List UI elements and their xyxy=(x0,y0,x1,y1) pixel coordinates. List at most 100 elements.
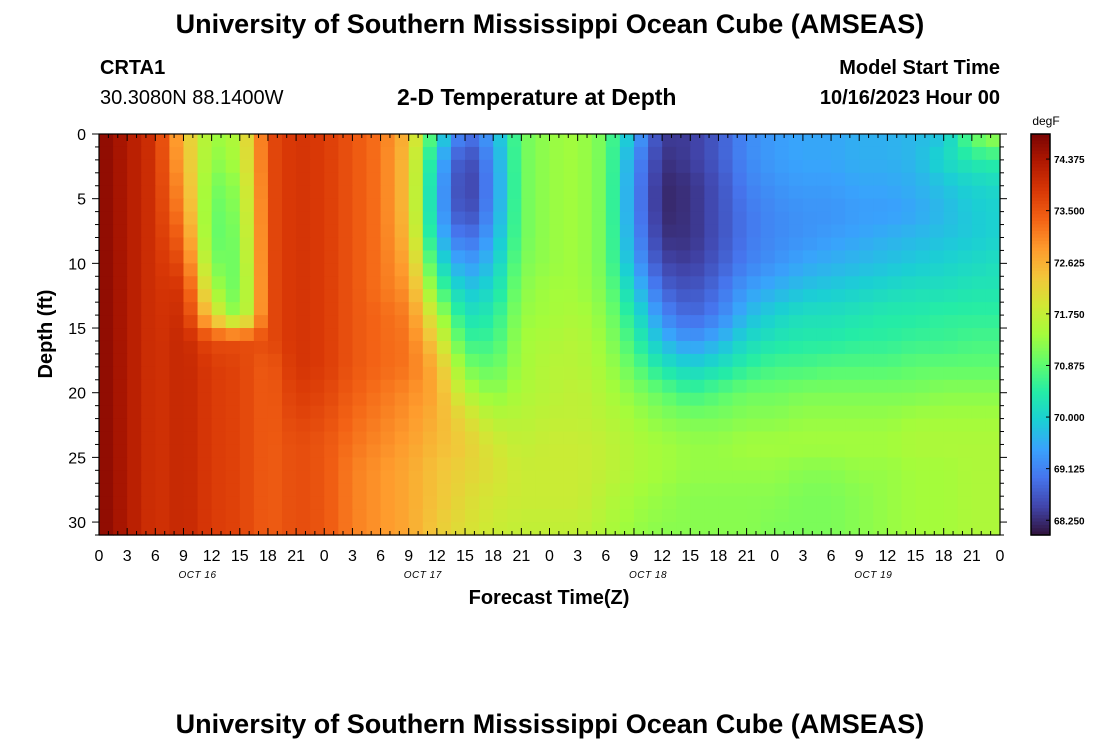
heatmap-cell xyxy=(465,250,480,264)
heatmap-cell xyxy=(380,328,396,342)
heatmap-cell xyxy=(732,263,748,277)
heatmap-cell xyxy=(985,134,1001,148)
heatmap-cell xyxy=(605,392,621,407)
heatmap-cell xyxy=(549,353,565,368)
heatmap-cell xyxy=(380,185,396,200)
heatmap-cell xyxy=(802,418,818,433)
heatmap-cell xyxy=(591,302,607,316)
heatmap-cell xyxy=(704,470,720,484)
heatmap-cell xyxy=(141,211,156,226)
heatmap-cell xyxy=(859,159,874,174)
colorbar-swatch xyxy=(1031,478,1050,483)
heatmap-cell xyxy=(619,444,635,458)
heatmap-cell xyxy=(859,172,874,187)
heatmap-cell xyxy=(971,289,987,303)
heatmap-cell xyxy=(479,483,494,497)
heatmap-cell xyxy=(282,483,297,497)
heatmap-cell xyxy=(282,237,297,252)
heatmap-cell xyxy=(816,470,832,484)
heatmap-cell xyxy=(563,185,579,200)
heatmap-cell xyxy=(169,444,185,458)
heatmap-cell xyxy=(873,159,888,174)
heatmap-cell xyxy=(718,328,734,342)
heatmap-cell xyxy=(225,224,241,239)
heatmap-cell xyxy=(394,185,410,200)
heatmap-cell xyxy=(563,328,579,342)
heatmap-cell xyxy=(929,340,945,355)
heatmap-cell xyxy=(662,302,677,316)
heatmap-cell xyxy=(507,483,522,497)
heatmap-cell xyxy=(788,418,804,433)
heatmap-cell xyxy=(282,418,297,433)
heatmap-cell xyxy=(873,211,888,226)
heatmap-cell xyxy=(535,509,551,523)
heatmap-cell xyxy=(690,289,705,303)
heatmap-cell xyxy=(845,263,860,277)
heatmap-cell xyxy=(732,185,748,200)
heatmap-cell xyxy=(831,172,846,187)
heatmap-cell xyxy=(169,315,185,329)
heatmap-cell xyxy=(465,340,480,355)
heatmap-cell xyxy=(859,405,874,420)
heatmap-cell xyxy=(155,172,170,187)
heatmap-cell xyxy=(648,353,663,368)
heatmap-cell xyxy=(507,496,522,510)
heatmap-cell xyxy=(197,289,213,303)
heatmap-cell xyxy=(549,289,565,303)
heatmap-cell xyxy=(774,457,790,471)
heatmap-cell xyxy=(155,315,170,329)
heatmap-cell xyxy=(873,224,888,239)
heatmap-cell xyxy=(802,315,818,329)
heatmap-cell xyxy=(831,263,846,277)
heatmap-cell xyxy=(859,496,874,510)
heatmap-cell xyxy=(422,211,438,226)
heatmap-cell xyxy=(352,237,368,252)
heatmap-cell xyxy=(267,185,283,200)
heatmap-cell xyxy=(718,522,734,536)
heatmap-cell xyxy=(535,172,551,187)
heatmap-cell xyxy=(310,470,325,484)
heatmap-cell xyxy=(380,276,396,290)
heatmap-cell xyxy=(690,237,705,252)
heatmap-cell xyxy=(493,250,508,264)
heatmap-cell xyxy=(99,276,114,290)
heatmap-cell xyxy=(957,211,973,226)
heatmap-cell xyxy=(380,237,396,252)
heatmap-cell xyxy=(662,392,677,407)
heatmap-cell xyxy=(774,224,790,239)
heatmap-cell xyxy=(366,146,382,161)
heatmap-cell xyxy=(282,250,297,264)
heatmap-cell xyxy=(662,522,677,536)
heatmap-cell xyxy=(183,457,199,471)
colorbar-tick-label: 70.000 xyxy=(1054,413,1085,424)
heatmap-cell xyxy=(816,315,832,329)
heatmap-cell xyxy=(746,431,762,446)
heatmap-cell xyxy=(324,457,339,471)
heatmap-cell xyxy=(859,289,874,303)
heatmap-cell xyxy=(310,418,325,433)
heatmap-cell xyxy=(676,198,691,213)
heatmap-cell xyxy=(493,198,508,213)
colorbar-swatch xyxy=(1031,454,1050,459)
heatmap-cell xyxy=(591,185,607,200)
heatmap-cell xyxy=(225,457,241,471)
heatmap-cell xyxy=(450,263,466,277)
heatmap-cell xyxy=(887,198,903,213)
colorbar-tick-label: 71.750 xyxy=(1054,310,1085,321)
heatmap-cell xyxy=(985,366,1001,381)
heatmap-cell xyxy=(352,457,368,471)
heatmap-cell xyxy=(267,496,283,510)
heatmap-cell xyxy=(760,276,776,290)
heatmap-cell xyxy=(648,457,663,471)
heatmap-cell xyxy=(845,289,860,303)
x-tick-label: 0 xyxy=(545,548,554,565)
heatmap-cell xyxy=(324,211,339,226)
heatmap-cell xyxy=(521,509,537,523)
heatmap-cell xyxy=(141,198,156,213)
heatmap-cell xyxy=(352,405,368,420)
heatmap-cell xyxy=(648,418,663,433)
heatmap-cell xyxy=(915,198,931,213)
heatmap-cell xyxy=(211,237,227,252)
heatmap-cell xyxy=(662,237,677,252)
